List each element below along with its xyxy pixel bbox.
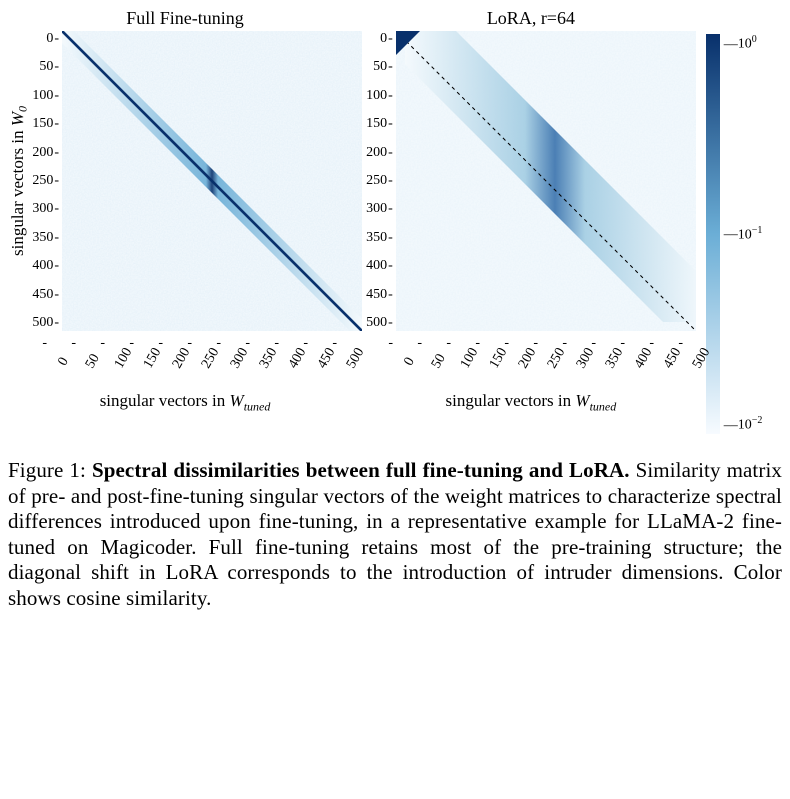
ytick: 450	[366, 287, 393, 303]
ytick: 200	[366, 145, 393, 161]
xtick: 200	[502, 347, 535, 372]
xtick: 250	[531, 347, 564, 372]
ytick: 0	[380, 31, 393, 47]
heatmap-1	[396, 31, 696, 331]
xlabel-0: singular vectors in Wtuned	[100, 391, 271, 414]
ytick: 450	[32, 287, 59, 303]
ytick: 350	[32, 230, 59, 246]
colorbar-svg	[706, 34, 720, 434]
xlabel-prefix-1: singular vectors in	[446, 391, 576, 410]
plot-row-0: singular vectors in W0 0 50 100 150 200 …	[8, 31, 362, 331]
xlabel-sub-1: tuned	[590, 399, 617, 413]
subplot-title-1: LoRA, r=64	[487, 8, 575, 29]
plot-row-1: 0 50 100 150 200 250 300 350 400 450 500	[366, 31, 696, 331]
cb-tick-1: 10−1	[724, 225, 763, 244]
figure-panel: Full Fine-tuning singular vectors in W 0 …	[8, 8, 782, 434]
xtick: 100	[444, 347, 477, 372]
ytick: 250	[366, 173, 393, 189]
ytick: 100	[366, 88, 393, 104]
figure-caption: Figure 1: Spectral dissimilarities betwe…	[8, 458, 782, 612]
xtick: 0	[386, 347, 419, 372]
caption-label: Figure 1:	[8, 458, 92, 482]
ytick: 250	[32, 173, 59, 189]
ytick: 200	[32, 145, 59, 161]
xlabel-symbol-0: W	[230, 391, 244, 410]
xtick: 300	[560, 347, 593, 372]
xtick: 500	[676, 347, 709, 372]
ylabel-0: singular vectors in W0	[8, 106, 30, 256]
colorbar: 100 10−1 10−2	[706, 34, 763, 434]
ylabel-sub-0: 0	[15, 106, 29, 112]
cb-tick-0: 100	[724, 34, 763, 53]
xtick: 50	[415, 347, 448, 372]
ytick: 50	[39, 59, 59, 75]
heatmap-0	[62, 31, 362, 331]
heatmap-svg-1	[396, 31, 696, 331]
heatmap-svg-0	[62, 31, 362, 331]
caption-bold: Spectral dissimilarities between full fi…	[92, 458, 630, 482]
cb-tick-2: 10−2	[724, 415, 763, 434]
xtick: 450	[647, 347, 680, 372]
ytick: 400	[366, 258, 393, 274]
subplot-full-finetune: Full Fine-tuning singular vectors in W 0 …	[8, 8, 362, 414]
xlabel-symbol-1: W	[575, 391, 589, 410]
ytick: 0	[46, 31, 59, 47]
ytick: 400	[32, 258, 59, 274]
xlabel-sub-0: tuned	[244, 399, 271, 413]
xlabel-1: singular vectors in Wtuned	[446, 391, 617, 414]
xticks-1: 0 50 100 150 200 250 300 350 400 450 500	[381, 333, 681, 365]
ytick: 350	[366, 230, 393, 246]
subplot-lora: LoRA, r=64 0 50 100 150 200 250 300 350 …	[366, 8, 696, 414]
ytick: 300	[366, 201, 393, 217]
xticks-0: 0 50 100 150 200 250 300 350 400 450 500	[35, 333, 335, 365]
ylabel-prefix-0: singular vectors in	[8, 126, 27, 256]
yticks-0: 0 50 100 150 200 250 300 350 400 450 500	[32, 31, 62, 331]
subplot-title-0: Full Fine-tuning	[126, 8, 244, 29]
ytick: 50	[373, 59, 393, 75]
ylabel-symbol-0: W	[8, 112, 27, 126]
xtick: 400	[618, 347, 651, 372]
colorbar-ticks: 100 10−1 10−2	[720, 34, 763, 434]
ytick: 150	[32, 116, 59, 132]
xtick: 150	[473, 347, 506, 372]
ytick: 300	[32, 201, 59, 217]
ytick: 500	[366, 315, 393, 331]
xtick: 500	[330, 347, 363, 372]
ytick: 500	[32, 315, 59, 331]
ytick: 100	[32, 88, 59, 104]
yticks-1: 0 50 100 150 200 250 300 350 400 450 500	[366, 31, 396, 331]
xtick: 350	[589, 347, 622, 372]
ytick: 150	[366, 116, 393, 132]
xlabel-prefix-0: singular vectors in	[100, 391, 230, 410]
